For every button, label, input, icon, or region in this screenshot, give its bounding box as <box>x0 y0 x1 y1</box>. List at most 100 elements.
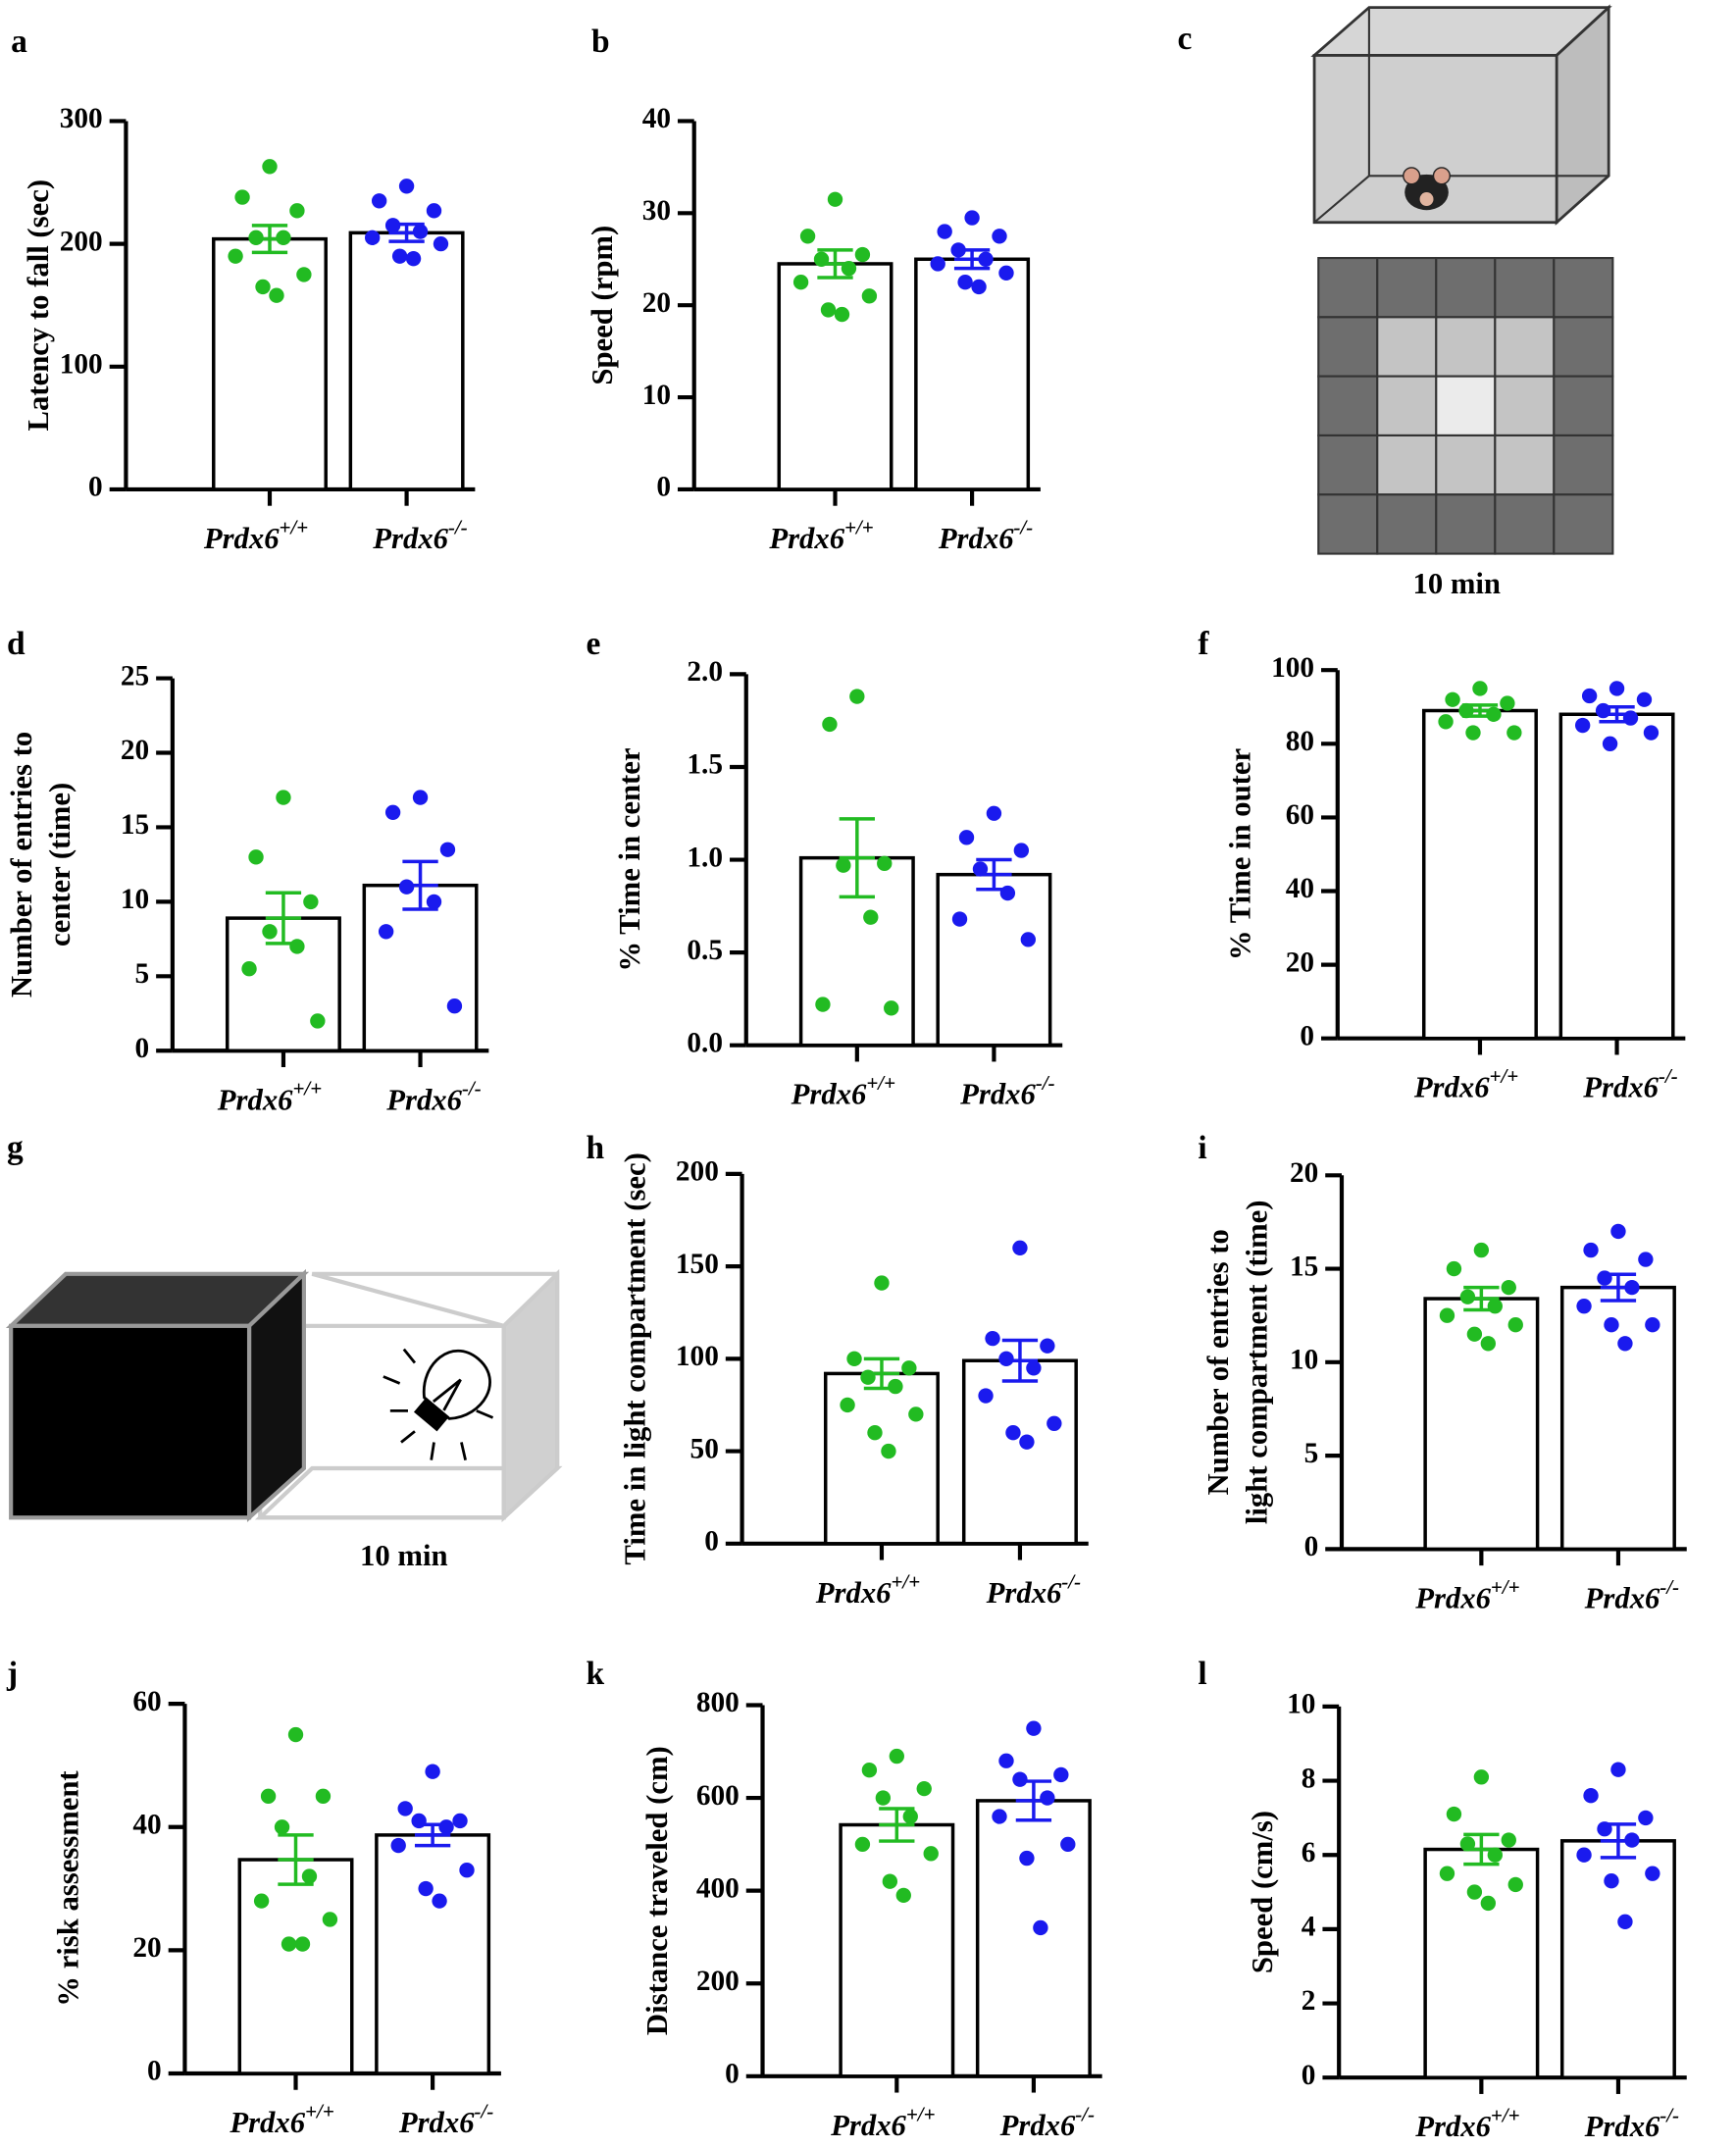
y-tick-label: 1.5 <box>687 749 723 781</box>
data-point <box>884 1000 899 1016</box>
data-point <box>874 1275 890 1291</box>
data-point <box>248 849 264 865</box>
data-point <box>861 1763 878 1778</box>
data-point <box>841 260 857 277</box>
data-point <box>276 230 291 246</box>
data-point <box>432 1893 447 1909</box>
y-tick-label: 25 <box>121 660 149 691</box>
data-point <box>950 242 966 258</box>
x-tick-label: Prdx6+/+ <box>217 1077 322 1117</box>
grid-cell <box>1317 434 1379 496</box>
data-point <box>411 1813 427 1829</box>
data-point <box>1624 1832 1640 1848</box>
data-point <box>281 1936 297 1952</box>
y-tick-label: 0 <box>725 2059 740 2090</box>
y-tick-label: 20 <box>121 735 149 766</box>
y-tick-label: 800 <box>696 1687 740 1718</box>
open-field-diagram: c 10 min <box>1177 4 1614 600</box>
y-tick-label: 100 <box>60 349 103 381</box>
data-point <box>365 230 381 246</box>
data-point <box>992 1809 1007 1824</box>
data-point <box>834 306 850 323</box>
y-axis-label: Latency to fall (sec) <box>22 179 55 432</box>
x-tick-label: Prdx6+/+ <box>815 1569 920 1610</box>
data-point <box>998 1753 1014 1768</box>
x-tick-label: Prdx6-/- <box>398 2099 493 2139</box>
data-point <box>241 961 257 977</box>
data-point <box>998 1351 1014 1367</box>
y-tick-label: 10 <box>642 380 671 411</box>
y-tick-label: 40 <box>132 1809 161 1840</box>
y-tick-label: 200 <box>60 226 103 257</box>
data-point <box>262 924 278 940</box>
bar <box>1558 712 1675 1041</box>
data-point <box>426 203 442 219</box>
y-tick-label: 0 <box>147 2056 162 2087</box>
x-tick-label: Prdx6-/- <box>1584 1575 1679 1615</box>
data-point <box>877 855 893 872</box>
data-point <box>1466 1884 1483 1900</box>
data-point <box>1487 1298 1503 1314</box>
data-point <box>849 689 865 704</box>
panel-label: a <box>11 24 27 60</box>
grid-cell <box>1494 375 1556 436</box>
y-tick-label: 0.5 <box>687 935 723 966</box>
data-point <box>1033 1919 1048 1936</box>
error-bar <box>1463 1285 1500 1312</box>
panel-label: j <box>6 1656 18 1692</box>
y-tick-label: 0 <box>1304 1531 1319 1562</box>
grid-cell <box>1494 493 1556 555</box>
y-tick-label: 80 <box>1286 726 1314 757</box>
y-tick-label: 0 <box>88 472 103 503</box>
data-point <box>384 218 401 233</box>
y-tick-label: 10 <box>1287 1689 1315 1720</box>
y-tick-label: 40 <box>1286 873 1314 904</box>
panel-label: h <box>586 1130 604 1166</box>
data-point <box>248 230 264 246</box>
grid-cell <box>1317 493 1379 555</box>
y-tick-label: 8 <box>1302 1763 1316 1794</box>
data-point <box>405 250 422 267</box>
data-point <box>822 716 838 733</box>
data-point <box>1026 1360 1042 1376</box>
data-point <box>398 879 415 895</box>
data-point <box>228 248 243 264</box>
data-point <box>1604 1873 1619 1889</box>
data-point <box>398 179 415 194</box>
grid-cell <box>1317 375 1379 436</box>
data-point <box>418 1880 434 1897</box>
x-tick-label: Prdx6+/+ <box>768 515 873 555</box>
data-point <box>1012 1771 1028 1787</box>
data-point <box>895 1887 911 1904</box>
grid-cell <box>1553 434 1614 496</box>
data-point <box>840 1397 855 1413</box>
data-point <box>951 911 968 927</box>
data-point <box>1012 1240 1028 1255</box>
data-point <box>1581 688 1598 704</box>
data-point <box>860 1369 876 1385</box>
data-point <box>1439 1307 1455 1323</box>
data-point <box>1465 725 1481 741</box>
y-axis-label: Time in light compartment (sec) <box>619 1152 652 1564</box>
y-tick-label: 300 <box>60 103 103 134</box>
data-point <box>1487 1847 1503 1863</box>
data-point <box>296 267 312 282</box>
data-point <box>923 1846 939 1862</box>
panel-label: b <box>591 24 610 60</box>
y-tick-label: 15 <box>121 809 149 841</box>
y-axis-label: Speed (cm/s) <box>1246 1811 1279 1973</box>
x-tick-label: Prdx6-/- <box>986 1569 1081 1610</box>
grid-cell <box>1553 256 1614 319</box>
data-point <box>901 1360 917 1376</box>
data-point <box>908 1406 924 1422</box>
data-point <box>863 909 879 925</box>
grid-cell <box>1435 375 1497 436</box>
data-point <box>1610 1223 1626 1240</box>
data-point <box>972 861 989 877</box>
panel-label: e <box>586 626 600 662</box>
data-point <box>957 275 973 290</box>
y-tick-label: 150 <box>676 1249 719 1280</box>
data-point <box>978 251 994 267</box>
data-point <box>813 251 830 267</box>
y-tick-label: 0.0 <box>687 1027 723 1058</box>
